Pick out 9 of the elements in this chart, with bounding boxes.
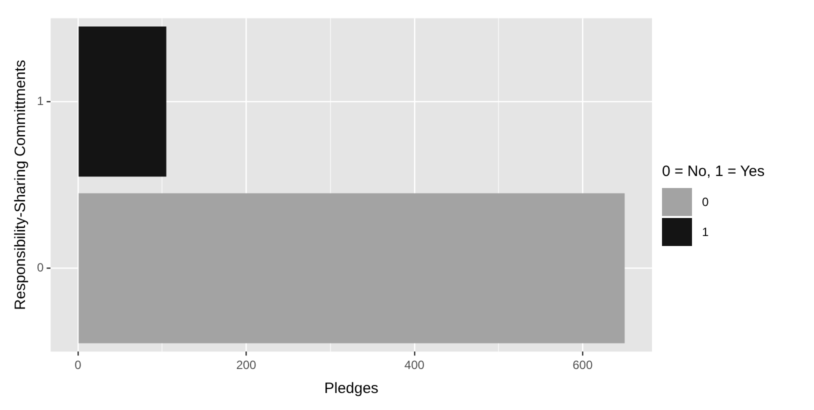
legend-title: 0 = No, 1 = Yes bbox=[662, 162, 765, 180]
x-tick-label: 600 bbox=[572, 358, 593, 372]
y-axis-title: Responsibility-Sharing Committments bbox=[12, 60, 30, 310]
legend-label: 1 bbox=[702, 224, 709, 238]
x-tick-label: 200 bbox=[236, 358, 257, 372]
x-tick-label: 400 bbox=[404, 358, 425, 372]
legend-label: 0 bbox=[702, 194, 709, 208]
x-axis-title: Pledges bbox=[324, 380, 378, 398]
x-tick-label: 0 bbox=[74, 358, 82, 372]
